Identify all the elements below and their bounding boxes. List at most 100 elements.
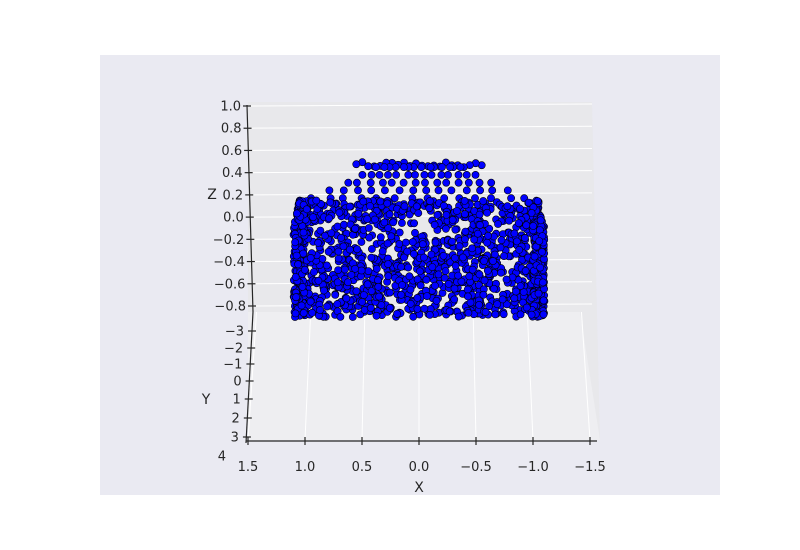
scatter-point	[314, 238, 323, 247]
scatter-point	[447, 186, 456, 195]
scatter-point	[505, 216, 513, 225]
z-tick-label: 0.4	[222, 166, 243, 181]
z-tick-label: 0.6	[221, 144, 242, 159]
scatter-point	[323, 302, 331, 311]
scatter-point	[406, 299, 415, 308]
scatter-point	[535, 237, 544, 245]
scatter-point	[539, 296, 548, 305]
scatter-point	[376, 233, 385, 242]
z-axis-label: Z	[207, 187, 217, 203]
scatter-point	[475, 210, 484, 219]
scatter-point	[319, 286, 328, 295]
scatter-point	[306, 297, 315, 306]
scatter-point	[454, 312, 463, 321]
scatter-point	[367, 245, 376, 253]
scatter-point	[352, 160, 361, 169]
scatter-point	[340, 265, 349, 274]
scatter-point	[366, 202, 374, 210]
scatter-point	[497, 268, 505, 277]
scatter-point	[475, 178, 484, 187]
scatter-point	[488, 186, 497, 195]
scatter-point	[432, 296, 441, 305]
scatter-point	[357, 238, 366, 246]
scatter-point	[367, 253, 376, 262]
scatter-point	[343, 278, 352, 287]
scatter-point	[397, 262, 405, 271]
y-tick-label: −3	[225, 325, 244, 340]
scatter-point	[392, 170, 400, 179]
scatter-point	[395, 186, 404, 195]
z-tick-label: −0.4	[213, 255, 245, 270]
scatter-point	[352, 287, 361, 296]
scatter-point	[516, 310, 525, 319]
x-tick-label: 0.0	[409, 460, 430, 475]
scatter-point	[425, 310, 434, 319]
scatter-point	[380, 163, 389, 171]
scatter-point	[365, 233, 374, 242]
scatter-point	[333, 278, 342, 287]
scatter-point	[358, 170, 367, 179]
scatter-point	[536, 216, 545, 225]
scatter-point	[539, 310, 548, 319]
scatter-point	[348, 313, 357, 321]
scatter-point	[367, 287, 376, 295]
scatter-point	[421, 178, 429, 187]
scatter-point	[385, 210, 394, 219]
z-tick-label: −0.2	[213, 233, 245, 248]
scatter-point	[522, 303, 531, 312]
scatter-point	[404, 170, 413, 179]
scatter-point	[384, 272, 393, 281]
scatter-point	[420, 304, 429, 313]
scatter-point	[483, 238, 491, 247]
scatter-point	[409, 186, 418, 195]
scatter-point	[427, 170, 436, 179]
scatter-point	[334, 266, 342, 274]
scatter-point	[390, 194, 399, 203]
scatter-point	[431, 281, 439, 290]
scatter-point	[316, 306, 324, 314]
scatter-point	[510, 294, 519, 303]
scatter-point	[339, 186, 348, 195]
scatter-point	[363, 215, 372, 223]
scatter-point	[309, 268, 318, 276]
scatter-point	[471, 170, 480, 179]
scatter-point	[475, 270, 484, 279]
x-grid-line	[361, 311, 366, 441]
z-grid-line	[246, 103, 593, 107]
scatter-point	[415, 267, 424, 276]
scatter-point	[395, 239, 404, 248]
scatter-point	[333, 222, 342, 231]
scatter-point	[460, 196, 469, 205]
scatter-point	[444, 170, 452, 179]
scatter-point	[481, 308, 490, 316]
scatter-point	[434, 270, 443, 279]
z-grid-line	[249, 192, 593, 196]
scatter-point	[337, 233, 345, 242]
scatter-point	[298, 282, 307, 291]
scatter-point	[442, 178, 451, 187]
z-grid-line	[248, 170, 593, 174]
scatter-point	[378, 178, 387, 187]
scatter-point	[437, 170, 446, 179]
scatter-point	[413, 275, 422, 284]
scatter-point	[516, 282, 525, 290]
scatter-point	[433, 178, 442, 187]
scatter-point	[423, 292, 431, 300]
scatter-point	[411, 178, 420, 187]
y-tick-label: −2	[224, 342, 243, 357]
scatter-point	[457, 277, 466, 286]
scatter-point	[499, 310, 508, 319]
scatter-point	[480, 276, 489, 285]
scatter-point	[428, 263, 437, 271]
scatter-point	[512, 287, 520, 296]
y-axis-label: Y	[201, 392, 211, 408]
scatter-point	[412, 202, 421, 211]
scatter-point	[372, 311, 381, 320]
scatter-point	[309, 213, 317, 222]
x-tick-label: −1.5	[574, 460, 606, 475]
scatter-point	[422, 275, 431, 284]
scatter-point	[373, 276, 382, 285]
scatter-point	[524, 198, 533, 207]
scatter-point	[393, 309, 401, 318]
scatter-point	[450, 254, 459, 262]
